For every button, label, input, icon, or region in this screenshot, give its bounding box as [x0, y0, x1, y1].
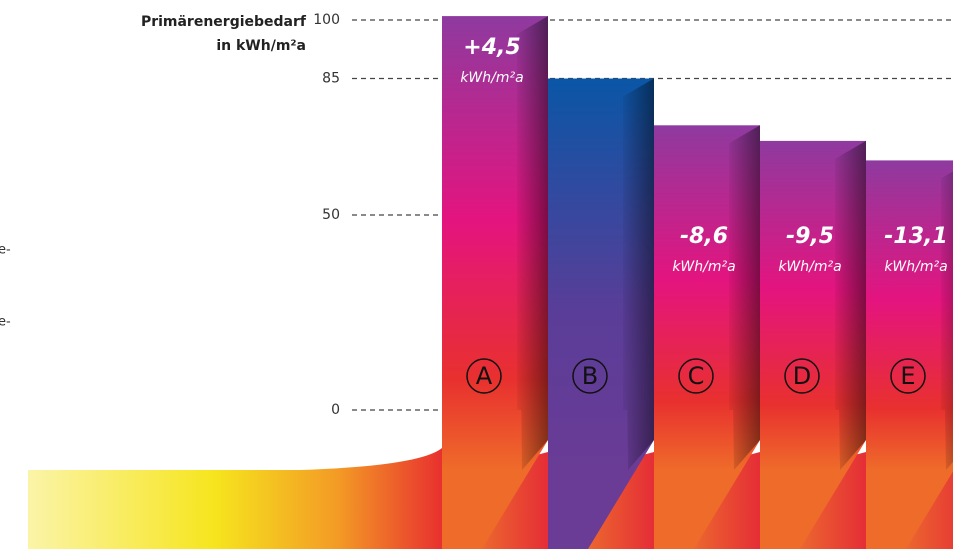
- delta-label: -8,6: [680, 224, 728, 249]
- side-note: e-: [0, 315, 11, 330]
- bar-stem: [442, 410, 548, 549]
- bar-side-overlay: [941, 171, 953, 410]
- category-badge: [784, 358, 820, 394]
- x-tick-label: C: [688, 362, 705, 390]
- delta-label: -13,1: [884, 224, 947, 249]
- bar: [866, 160, 953, 410]
- y-label: in kWh/m²a: [216, 38, 306, 54]
- delta-label: -9,5: [786, 224, 834, 249]
- bar-stem: [548, 410, 654, 549]
- bar-side-overlay: [729, 125, 760, 411]
- x-tick-label: B: [582, 362, 598, 390]
- delta-label: +4,5: [463, 35, 520, 60]
- y-tick-label: 0: [331, 402, 340, 418]
- x-tick-label: A: [476, 362, 493, 390]
- bar-stem: [866, 410, 953, 549]
- bar-side-overlay: [623, 78, 654, 410]
- category-badge: [678, 358, 714, 394]
- delta-unit: kWh/m²a: [884, 259, 947, 275]
- y-tick-label: 85: [322, 71, 340, 87]
- bar-side-overlay: [517, 16, 548, 410]
- y-tick-label: 50: [322, 207, 340, 223]
- bar-stem: [760, 410, 866, 549]
- energy-flow: [28, 448, 442, 549]
- bar-side-overlay: [835, 140, 866, 410]
- bar-stem: [654, 410, 760, 549]
- delta-unit: kWh/m²a: [778, 259, 841, 275]
- delta-unit: kWh/m²a: [672, 259, 735, 275]
- x-tick-label: E: [900, 362, 915, 390]
- category-badge: [466, 358, 502, 394]
- delta-unit: kWh/m²a: [460, 70, 523, 86]
- category-badge: [890, 358, 926, 394]
- y-tick-label: 100: [313, 12, 340, 28]
- y-label: Primärenergiebedarf: [141, 14, 307, 30]
- side-note: e-: [0, 243, 11, 258]
- x-tick-label: D: [793, 362, 811, 390]
- category-badge: [572, 358, 608, 394]
